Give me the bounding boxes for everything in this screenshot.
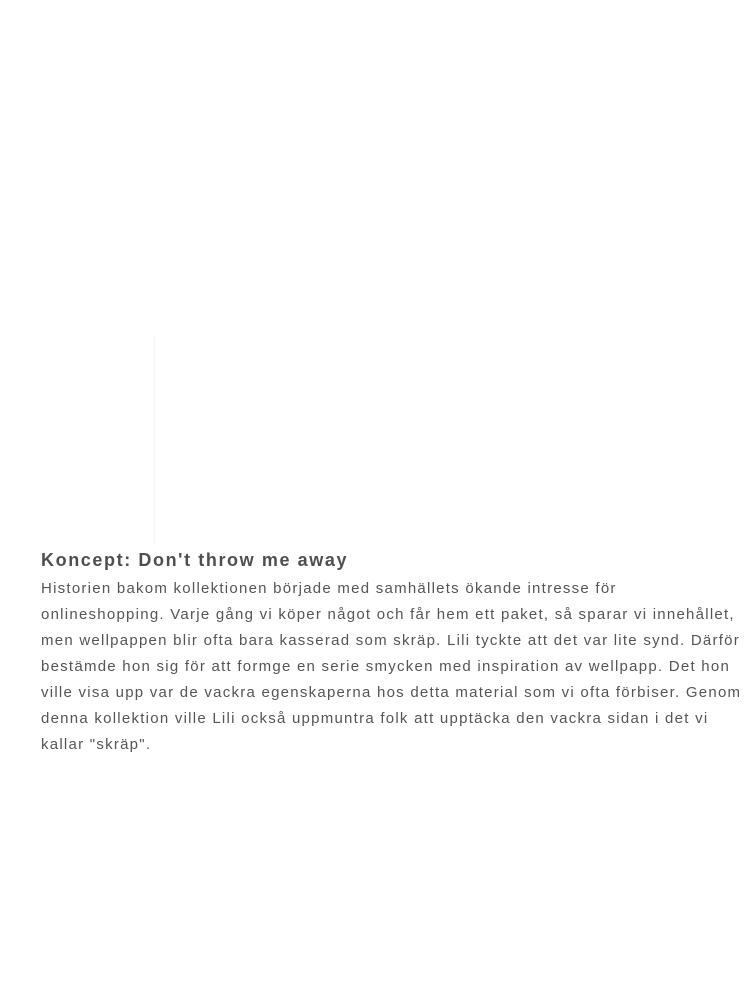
text-line: bestämde hon sig för att formge en serie… xyxy=(41,658,731,675)
divider xyxy=(154,335,155,545)
text-line: Historien bakom kollektionen började med… xyxy=(41,580,617,597)
concept-section: Koncept: Don't throw me away Historien b… xyxy=(41,548,750,773)
text-line: ville visa upp var de vackra egenskapern… xyxy=(41,684,742,701)
text-line: onlineshopping. Varje gång vi köper någo… xyxy=(41,606,735,623)
concept-heading: Koncept: Don't throw me away xyxy=(41,550,349,570)
text-line: kallar "skräp". xyxy=(41,736,152,753)
text-line: denna kollektion ville Lili också uppmun… xyxy=(41,710,709,727)
concept-text: Historien bakom kollektionen började med… xyxy=(41,576,750,758)
text-line: men wellpappen blir ofta bara kasserad s… xyxy=(41,632,741,649)
